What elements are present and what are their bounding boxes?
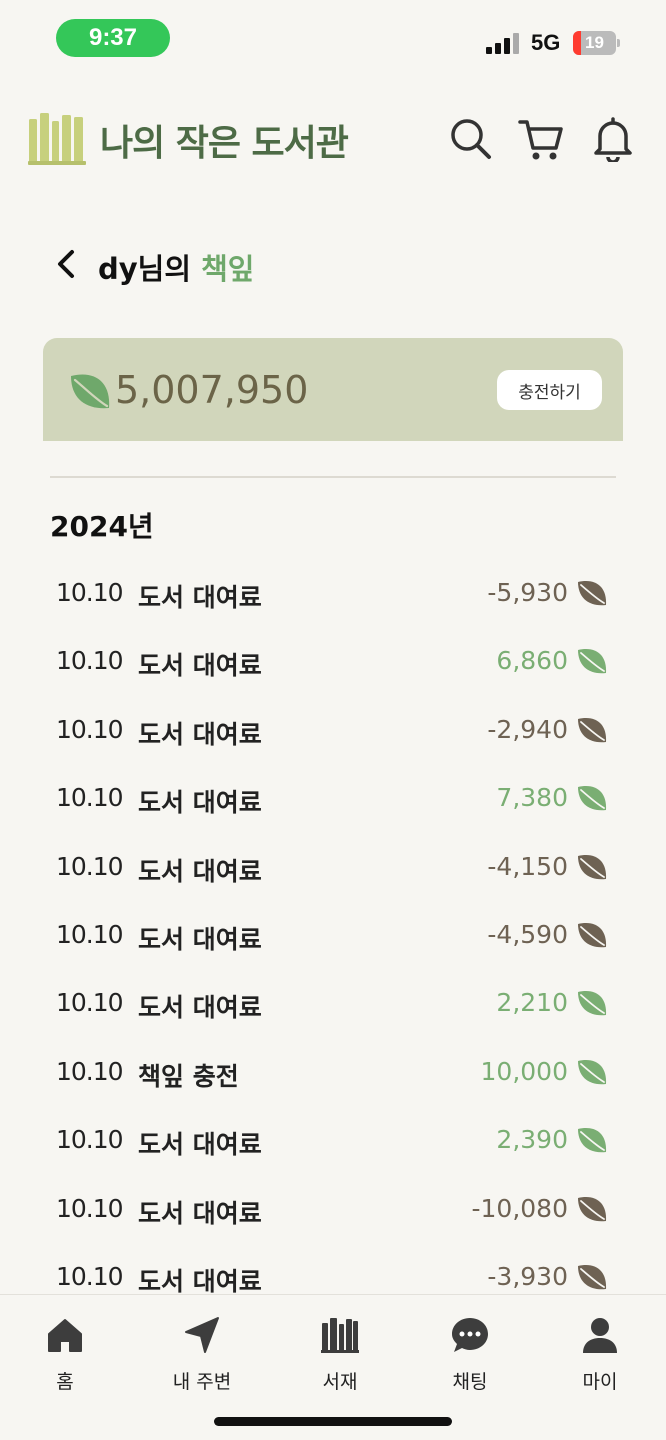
transaction-amount: -2,940: [487, 714, 568, 744]
transaction-date: 10.10: [56, 1262, 124, 1291]
signal-icon: [486, 32, 522, 54]
cart-icon[interactable]: [518, 116, 564, 162]
leaf-icon: [576, 715, 608, 745]
leaf-icon: [576, 578, 608, 608]
status-time: 9:37: [56, 19, 170, 57]
year-heading: 2024년: [50, 510, 154, 543]
transaction-description: 도서 대여료: [138, 993, 262, 1023]
bookshelf-logo-icon: [28, 113, 86, 165]
nav-item-home[interactable]: 홈: [20, 1315, 110, 1395]
network-type: 5G: [531, 30, 561, 55]
transaction-date: 10.10: [56, 783, 124, 813]
transaction-date: 10.10: [56, 851, 124, 881]
transaction-description: 도서 대여료: [138, 788, 262, 818]
transaction-row: 10.10 도서 대여료 2,210: [0, 970, 666, 1038]
transaction-amount: -10,080: [471, 1193, 569, 1223]
nav-item-library[interactable]: 서재: [295, 1315, 385, 1395]
leaf-icon: [576, 1194, 608, 1224]
balance-amount: 5,007,950: [115, 368, 309, 412]
app-title: 나의 작은 도서관: [100, 123, 349, 164]
bottom-nav: 홈 내 주변 서재 채팅 마이: [0, 1294, 666, 1440]
location-arrow-icon: [185, 1317, 219, 1353]
home-indicator: [214, 1417, 452, 1426]
transaction-amount: 2,390: [496, 1125, 568, 1155]
leaf-icon: [576, 646, 608, 676]
transaction-description: 도서 대여료: [138, 1130, 262, 1160]
leaf-icon: [576, 1057, 608, 1087]
nav-label-nearby: 내 주변: [172, 1371, 232, 1393]
transaction-amount: -3,930: [487, 1262, 568, 1291]
transaction-amount: -4,590: [487, 920, 568, 949]
transaction-description: 도서 대여료: [138, 856, 262, 886]
transaction-description: 도서 대여료: [138, 583, 262, 612]
person-icon: [583, 1318, 617, 1353]
transaction-date: 10.10: [56, 1193, 124, 1223]
home-icon: [48, 1319, 82, 1352]
transaction-description: 도서 대여료: [138, 1198, 262, 1228]
transaction-row: 10.10 도서 대여료 2,390: [0, 1107, 666, 1175]
transaction-description: 도서 대여료: [138, 719, 262, 749]
transaction-description: 도서 대여료: [138, 1267, 262, 1296]
transaction-row: 10.10 도서 대여료 6,860: [0, 628, 666, 696]
transaction-row: 10.10 도서 대여료 -5,930: [0, 560, 666, 628]
page-header: dy님의 책잎: [0, 240, 666, 290]
back-chevron-icon[interactable]: [52, 246, 80, 282]
transaction-row: 10.10 도서 대여료 -10,080: [0, 1176, 666, 1244]
transaction-date: 10.10: [56, 646, 124, 676]
transaction-row: 10.10 도서 대여료 -2,940: [0, 697, 666, 765]
leaf-icon: [576, 783, 608, 813]
nav-item-nearby[interactable]: 내 주변: [157, 1315, 247, 1395]
page-title-accent: 책잎: [201, 252, 255, 286]
transaction-date: 10.10: [56, 1125, 124, 1155]
divider: [50, 476, 616, 478]
battery-icon: 19: [573, 31, 620, 55]
charge-button[interactable]: 충전하기: [497, 370, 602, 410]
transaction-description: 도서 대여료: [138, 925, 262, 954]
leaf-icon: [576, 920, 608, 950]
battery-level: 19: [585, 33, 604, 52]
transaction-date: 10.10: [56, 1056, 124, 1086]
bookshelf-icon: [321, 1318, 359, 1353]
status-bar: 9:37 5G 19: [0, 0, 666, 80]
chat-bubble-icon: [452, 1318, 488, 1352]
transaction-row: 10.10 도서 대여료 -4,150: [0, 834, 666, 902]
transaction-row: 10.10 도서 대여료 7,380: [0, 765, 666, 833]
app-header: 나의 작은 도서관: [0, 100, 666, 176]
leaf-icon: [576, 1262, 608, 1292]
leaf-icon: [71, 374, 110, 409]
transaction-amount: -5,930: [487, 578, 568, 607]
transaction-description: 도서 대여료: [138, 651, 262, 681]
nav-item-chat[interactable]: 채팅: [425, 1315, 515, 1395]
balance-card: 5,007,950 충전하기: [43, 338, 623, 441]
transaction-row: 10.10 도서 대여료 -3,930: [0, 1244, 666, 1312]
transaction-amount: 10,000: [480, 1056, 568, 1086]
search-icon[interactable]: [448, 116, 494, 162]
transaction-amount: 6,860: [496, 646, 568, 676]
transaction-row: 10.10 도서 대여료 -4,590: [0, 902, 666, 970]
nav-label-home: 홈: [56, 1371, 74, 1393]
leaf-icon: [576, 988, 608, 1018]
leaf-icon: [576, 852, 608, 882]
nav-label-chat: 채팅: [452, 1371, 488, 1393]
transaction-date: 10.10: [56, 578, 124, 607]
transaction-date: 10.10: [56, 714, 124, 744]
page-title-prefix: dy님의: [98, 252, 202, 286]
transaction-amount: 7,380: [496, 783, 568, 813]
transaction-date: 10.10: [56, 920, 124, 949]
transaction-row: 10.10 책잎 충전 10,000: [0, 1039, 666, 1107]
nav-item-my[interactable]: 마이: [555, 1315, 645, 1395]
nav-label-my: 마이: [582, 1371, 618, 1393]
transaction-date: 10.10: [56, 988, 124, 1018]
leaf-icon: [576, 1125, 608, 1155]
transaction-description: 책잎 충전: [138, 1061, 239, 1091]
transaction-amount: 2,210: [496, 988, 568, 1018]
transaction-amount: -4,150: [487, 851, 568, 881]
page-title: dy님의 책잎: [98, 246, 255, 288]
bell-icon[interactable]: [590, 116, 636, 162]
nav-label-library: 서재: [322, 1371, 358, 1393]
